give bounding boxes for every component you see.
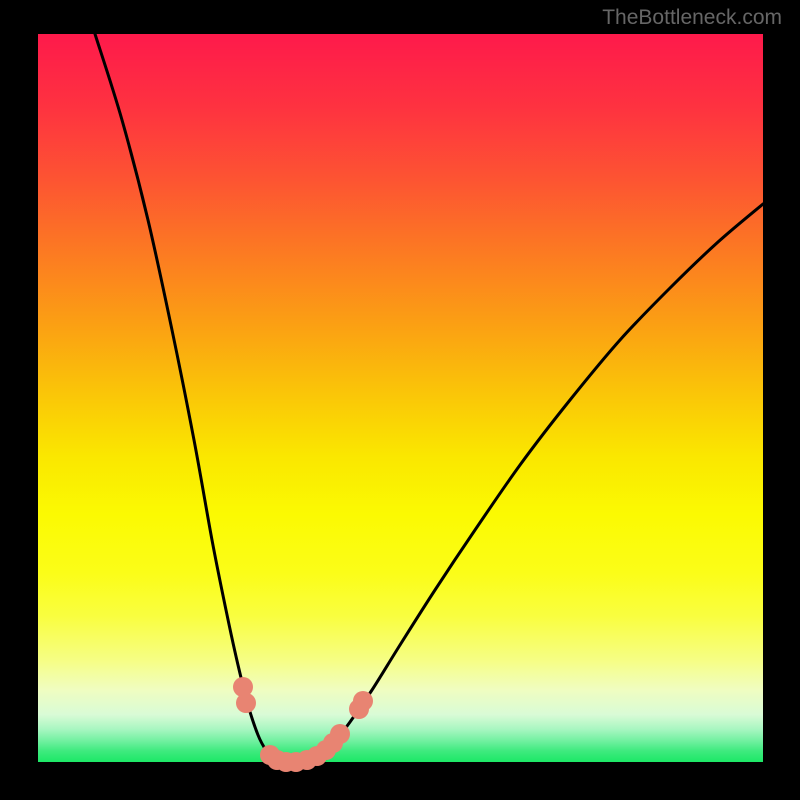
chart-overlay — [0, 0, 800, 800]
resonance-curve — [95, 34, 763, 762]
watermark-text: TheBottleneck.com — [602, 6, 782, 30]
data-marker — [353, 691, 373, 711]
data-marker — [236, 693, 256, 713]
data-marker — [330, 724, 350, 744]
